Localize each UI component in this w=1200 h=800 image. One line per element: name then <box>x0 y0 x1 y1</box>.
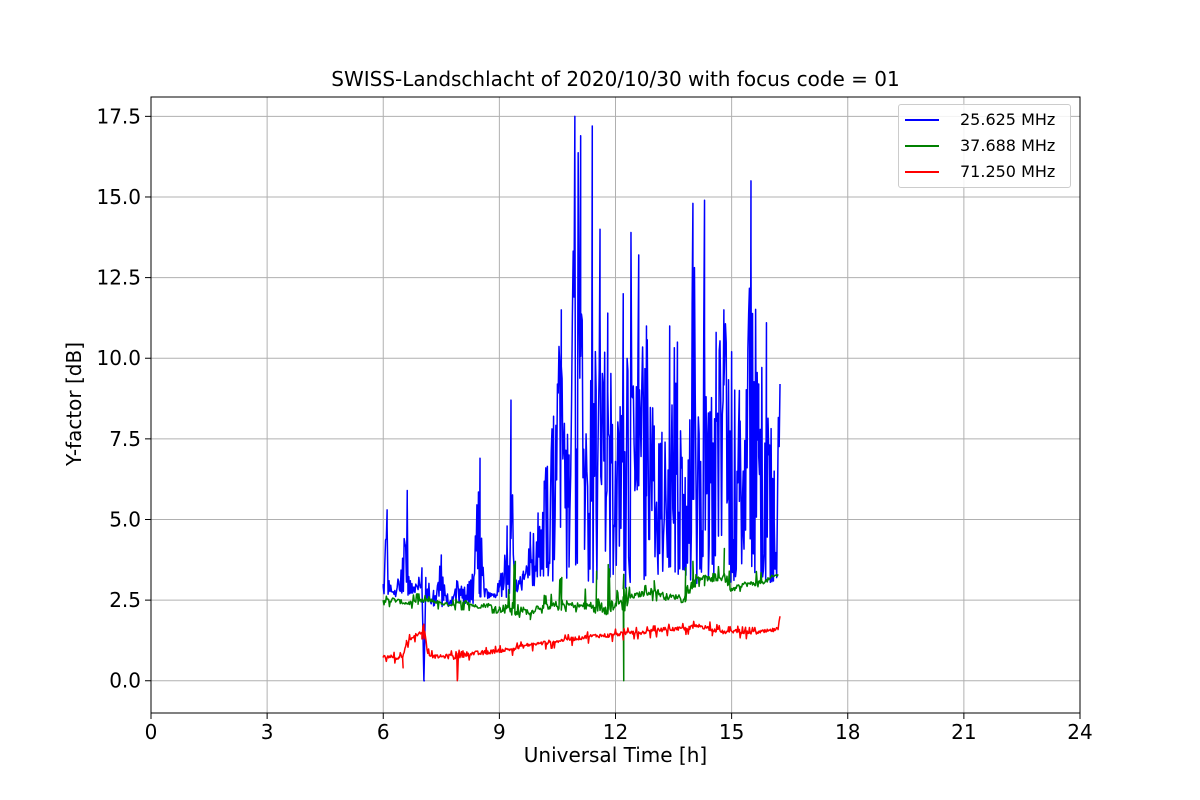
legend-label-series-2: 37.688 MHz <box>960 136 1056 155</box>
y-tick-label-2: 5.0 <box>109 507 141 531</box>
legend-swatch-series-2 <box>905 145 939 147</box>
legend-item-series-1: 25.625 MHz <box>899 107 1070 133</box>
legend-label-series-3: 71.250 MHz <box>960 162 1056 181</box>
legend-item-series-3: 71.250 MHz <box>899 159 1070 185</box>
x-axis-label: Universal Time [h] <box>523 743 708 767</box>
x-tick-label-2: 6 <box>377 720 390 744</box>
x-tick-label-3: 9 <box>493 720 506 744</box>
y-axis-label: Y-factor [dB] <box>62 341 86 467</box>
x-tick-label-7: 21 <box>951 720 976 744</box>
y-tick-label-5: 12.5 <box>96 266 141 290</box>
y-tick-label-7: 17.5 <box>96 104 141 128</box>
x-tick-label-6: 18 <box>835 720 860 744</box>
legend-swatch-series-3 <box>905 171 939 173</box>
legend-swatch-series-1 <box>905 119 939 121</box>
chart-title: SWISS-Landschlacht of 2020/10/30 with fo… <box>331 67 900 91</box>
legend: 25.625 MHz 37.688 MHz 71.250 MHz <box>898 104 1071 188</box>
y-tick-label-1: 2.5 <box>109 588 141 612</box>
series-line-3 <box>382 616 781 682</box>
legend-item-series-2: 37.688 MHz <box>899 133 1070 159</box>
y-tick-label-0: 0.0 <box>109 669 141 693</box>
series-line-1 <box>382 115 781 682</box>
legend-label-series-1: 25.625 MHz <box>960 110 1056 129</box>
y-tick-label-3: 7.5 <box>109 427 141 451</box>
x-tick-label-4: 12 <box>603 720 628 744</box>
x-tick-label-8: 24 <box>1067 720 1092 744</box>
series-line-2 <box>382 547 779 682</box>
x-tick-label-1: 3 <box>261 720 274 744</box>
y-tick-label-6: 15.0 <box>96 185 141 209</box>
x-tick-label-0: 0 <box>145 720 158 744</box>
y-tick-label-4: 10.0 <box>96 346 141 370</box>
x-tick-label-5: 15 <box>719 720 744 744</box>
